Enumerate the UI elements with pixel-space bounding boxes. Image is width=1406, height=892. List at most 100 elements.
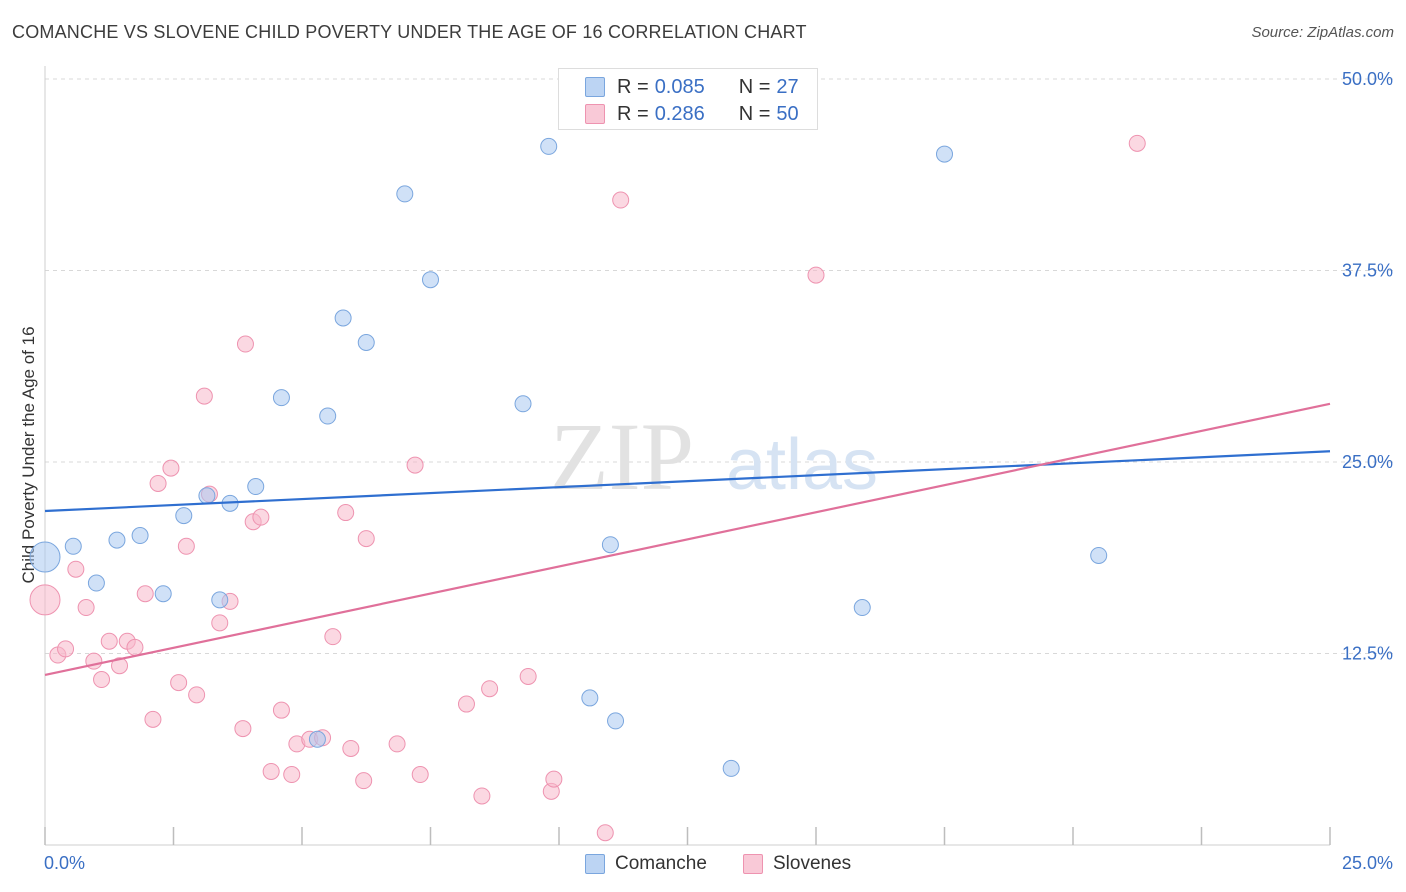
slovene-swatch [743,854,763,874]
watermark-zip: ZIP [550,403,694,510]
legend-row-slovene: R = 0.286 N = 50 [585,101,799,127]
slovene-point [388,735,406,753]
slovene-point [283,766,301,784]
slovene-point [457,695,475,713]
slovene-point [126,638,144,656]
comanche-point [211,591,229,609]
x-tick-label: 25.0% [1342,853,1393,873]
slovene-point [177,537,195,555]
slovene-point [324,628,342,646]
slovene-point [545,770,563,788]
slovene-point [136,585,154,603]
comanche-point [198,487,216,505]
slovene-point [162,459,180,477]
comanche-point [247,478,265,496]
x-tick-label: 0.0% [44,853,85,873]
comanche-point [607,712,625,730]
legend-r-label: R = [617,75,649,98]
comanche-point [514,395,532,413]
slovene-swatch [585,104,605,124]
slovene-point [188,686,206,704]
y-tick-label: 50.0% [1342,69,1393,89]
comanche-point [131,527,149,545]
bottom-legend-slovenes: Slovenes [743,851,851,877]
comanche-point [175,507,193,525]
bottom-legend-comanche: Comanche [585,851,707,877]
legend-r-value: 0.286 [654,102,705,125]
slovene-points [29,134,1146,842]
slovene-point [93,671,111,689]
comanche-point [87,574,105,592]
comanche-point [540,137,558,155]
comanche-point [601,536,619,554]
comanche-point [154,585,172,603]
trend-lines [44,402,1331,677]
bottom-legend-slovenes-label: Slovenes [773,853,852,874]
legend-n-value: 27 [776,75,799,98]
slovene-point [355,772,373,790]
bottom-legend-comanche-label: Comanche [615,853,707,874]
comanche-point [319,407,337,425]
slovene-point [195,387,213,405]
legend-r-label: R = [617,102,649,125]
tick-labels: 12.5% 25.0% 37.5% 50.0% 0.0% 25.0% [44,69,1393,873]
slovene-point [100,632,118,650]
comanche-swatch [585,854,605,874]
axes [44,66,1331,846]
slovene-point [807,266,825,284]
chart-source: Source: ZipAtlas.com [1251,24,1394,41]
slovene-point [252,508,270,526]
slovene-point [406,456,424,474]
comanche-point [308,730,326,748]
slovene-trend-line [44,402,1331,677]
chart-title: COMANCHE VS SLOVENE CHILD POVERTY UNDER … [12,22,807,42]
comanche-point [853,599,871,617]
comanche-point [936,145,953,163]
slovene-point [149,474,167,492]
slovene-point [411,766,429,784]
comanche-point [722,759,740,777]
slovene-point [170,674,188,692]
slovene-point [473,787,491,805]
legend-r-value: 0.085 [654,75,705,98]
watermark: ZIP atlas [550,403,878,510]
slovene-point [272,701,290,719]
slovene-point [262,762,280,780]
comanche-point [357,334,375,352]
y-tick-label: 25.0% [1342,452,1393,472]
slovene-point [57,640,75,658]
gridlines [45,78,1393,654]
slovene-point [481,680,499,698]
comanche-swatch [585,77,605,97]
slovene-point [111,657,129,675]
comanche-point [422,271,439,289]
y-tick-label: 12.5% [1342,644,1393,664]
slovene-point [342,739,360,757]
slovene-point [612,191,630,209]
legend-n-label: N = [738,102,771,125]
comanche-point [581,689,599,707]
slovene-point [519,667,537,685]
slovene-point [144,710,162,728]
slovene-point [357,530,375,548]
slovene-point [234,720,252,738]
slovene-point [1128,134,1146,152]
comanche-point [334,309,352,327]
comanche-point [272,389,290,407]
comanche-point [396,185,414,203]
legend-n-label: N = [738,75,771,98]
watermark-atlas: atlas [726,425,878,505]
comanche-point [1090,546,1108,564]
comanche-point [64,537,82,555]
slovene-point [67,560,85,578]
slovene-point [211,614,229,632]
comanche-points [29,137,1108,777]
legend-row-comanche: R = 0.085 N = 27 [585,74,799,100]
slovene-point [29,584,61,616]
legend-n-value: 50 [776,102,799,125]
slovene-point [596,824,614,842]
comanche-point [29,541,61,573]
slovene-point [236,335,254,353]
correlation-legend: R = 0.085 N = 27 R = 0.286 N = 50 [558,68,818,130]
